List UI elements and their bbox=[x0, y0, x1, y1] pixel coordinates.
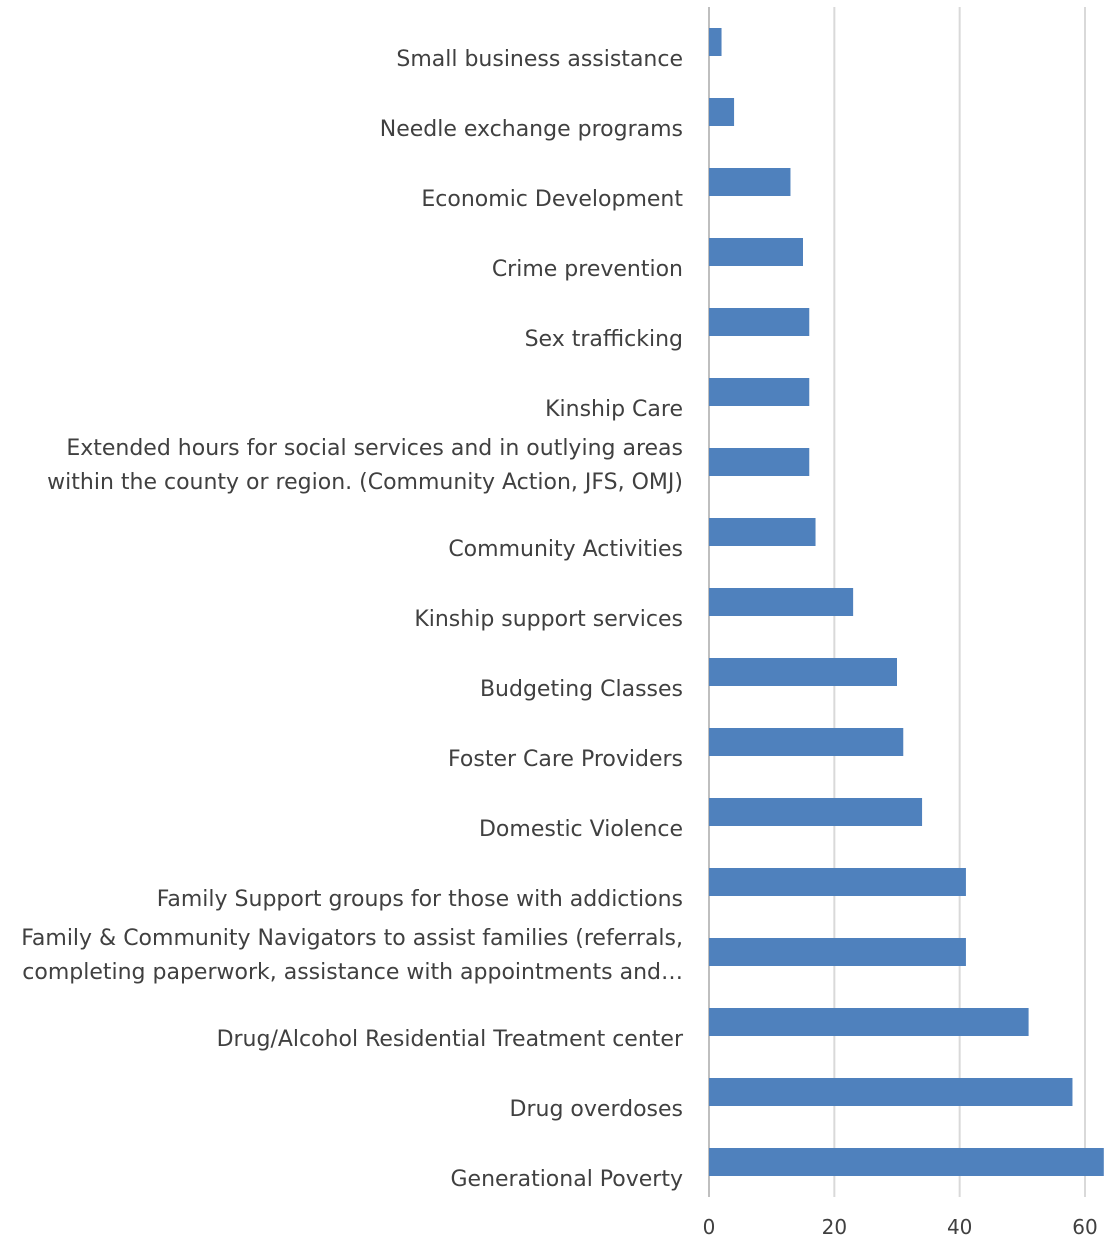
bar bbox=[709, 798, 923, 826]
category-label: Kinship Care bbox=[545, 397, 683, 422]
bar bbox=[709, 588, 854, 616]
category-label: within the county or region. (Community … bbox=[47, 470, 683, 495]
bar bbox=[709, 28, 722, 56]
category-label: Economic Development bbox=[421, 187, 683, 212]
bar bbox=[709, 658, 897, 686]
bar bbox=[709, 98, 735, 126]
bar bbox=[709, 378, 810, 406]
category-label: Family Support groups for those with add… bbox=[157, 887, 683, 912]
category-label: Drug overdoses bbox=[510, 1097, 683, 1122]
bar bbox=[709, 868, 966, 896]
bar bbox=[709, 448, 810, 476]
bar bbox=[709, 1078, 1073, 1106]
bar bbox=[709, 168, 791, 196]
x-axis-tick-labels: 0 20 40 60 bbox=[703, 1215, 1098, 1239]
category-label: Sex trafficking bbox=[525, 327, 683, 352]
category-label: Small business assistance bbox=[396, 47, 683, 72]
x-tick-label: 60 bbox=[1072, 1215, 1097, 1239]
category-label: Family & Community Navigators to assist … bbox=[21, 926, 683, 951]
category-label: Extended hours for social services and i… bbox=[66, 436, 683, 461]
category-label: completing paperwork, assistance with ap… bbox=[22, 960, 683, 985]
category-label: Needle exchange programs bbox=[380, 117, 683, 142]
category-label: Generational Poverty bbox=[450, 1167, 683, 1192]
x-tick-label: 0 bbox=[703, 1215, 716, 1239]
bar bbox=[709, 308, 810, 336]
category-label: Community Activities bbox=[448, 537, 683, 562]
bar bbox=[709, 238, 803, 266]
category-label: Drug/Alcohol Residential Treatment cente… bbox=[217, 1027, 684, 1052]
category-labels: Small business assistance Needle exchange… bbox=[21, 47, 684, 1192]
bar bbox=[709, 1008, 1029, 1036]
bars bbox=[709, 28, 1104, 1176]
x-tick-label: 40 bbox=[947, 1215, 972, 1239]
bar bbox=[709, 728, 904, 756]
bar bbox=[709, 1148, 1104, 1176]
bar bbox=[709, 938, 966, 966]
category-label: Domestic Violence bbox=[479, 817, 683, 842]
category-label: Budgeting Classes bbox=[480, 677, 683, 702]
category-label: Crime prevention bbox=[492, 257, 683, 282]
category-label: Foster Care Providers bbox=[448, 747, 683, 772]
category-label: Kinship support services bbox=[414, 607, 683, 632]
x-tick-label: 20 bbox=[822, 1215, 847, 1239]
bar bbox=[709, 518, 816, 546]
